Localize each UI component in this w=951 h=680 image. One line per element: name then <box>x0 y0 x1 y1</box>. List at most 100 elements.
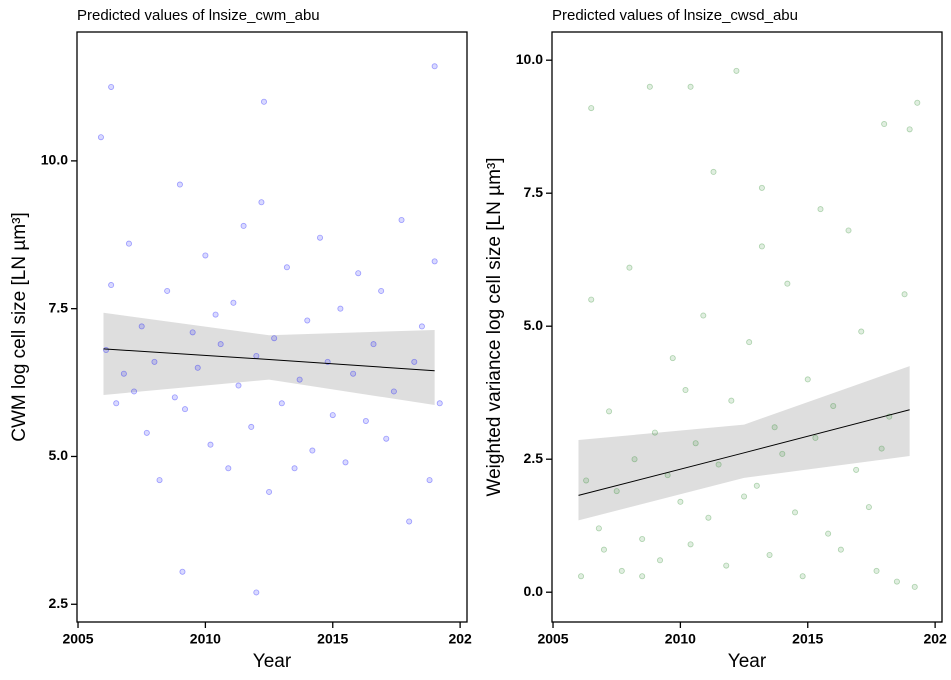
y-tick-label: 10.0 <box>516 51 543 67</box>
x-tick-label: 2005 <box>537 631 568 647</box>
panel-title: Predicted values of lnsize_cwm_abu <box>77 7 320 24</box>
data-point <box>260 98 267 105</box>
data-point <box>217 341 224 348</box>
data-point <box>865 504 872 511</box>
data-point <box>283 264 290 271</box>
data-point <box>588 105 595 112</box>
y-tick-label: 5.0 <box>524 317 544 333</box>
y-axis-label: CWM log cell size [LN µm³] <box>9 212 30 441</box>
data-point <box>97 134 104 141</box>
data-point <box>202 252 209 259</box>
data-point <box>329 412 336 419</box>
data-point <box>212 311 219 318</box>
data-point <box>176 181 183 188</box>
data-point <box>138 323 145 330</box>
data-point <box>878 445 885 452</box>
fit-line <box>103 348 435 372</box>
data-point <box>873 567 880 574</box>
data-point <box>715 461 722 468</box>
data-point <box>131 388 138 395</box>
data-point <box>651 429 658 436</box>
data-point <box>606 408 613 415</box>
data-point <box>766 551 773 558</box>
data-point <box>164 287 171 294</box>
data-point <box>253 352 260 359</box>
data-point <box>182 406 189 413</box>
data-point <box>758 243 765 250</box>
data-point <box>120 370 127 377</box>
data-point <box>207 441 214 448</box>
data-point <box>370 341 377 348</box>
data-point <box>817 206 824 213</box>
data-point <box>753 482 760 489</box>
x-tick-label: 2015 <box>317 631 348 647</box>
data-point <box>235 382 242 389</box>
data-point <box>700 312 707 319</box>
data-point <box>179 568 186 575</box>
data-point <box>911 583 918 590</box>
data-point <box>682 387 689 394</box>
data-point <box>804 376 811 383</box>
data-point <box>240 222 247 229</box>
data-point <box>156 477 163 484</box>
data-point <box>406 518 413 525</box>
x-tick-label: 2010 <box>190 631 221 647</box>
data-point <box>253 589 260 596</box>
data-point <box>383 435 390 442</box>
data-point <box>657 557 664 564</box>
data-point <box>342 459 349 466</box>
data-point <box>436 400 443 407</box>
data-point <box>362 417 369 424</box>
data-point <box>845 227 852 234</box>
data-point <box>291 465 298 472</box>
data-point <box>390 388 397 395</box>
data-point <box>588 296 595 303</box>
data-point <box>669 355 676 362</box>
data-point <box>692 440 699 447</box>
data-point <box>143 429 150 436</box>
data-point <box>799 573 806 580</box>
data-point <box>618 567 625 574</box>
data-point <box>230 299 237 306</box>
data-point <box>677 498 684 505</box>
data-point <box>901 291 908 298</box>
data-point <box>431 258 438 265</box>
data-point <box>687 83 694 90</box>
y-tick-label: 10.0 <box>41 152 68 168</box>
data-point <box>830 403 837 410</box>
data-point <box>741 493 748 500</box>
data-point <box>906 126 913 133</box>
data-point <box>639 573 646 580</box>
data-point <box>779 450 786 457</box>
data-point <box>705 514 712 521</box>
x-tick-label: 202 <box>448 631 472 647</box>
y-tick-label: 2.5 <box>49 595 69 611</box>
x-axis-label: Year <box>253 651 292 672</box>
data-point <box>350 370 357 377</box>
data-point <box>613 488 620 495</box>
data-point <box>631 456 638 463</box>
data-point <box>108 83 115 90</box>
data-point <box>337 305 344 312</box>
data-point <box>317 234 324 241</box>
data-point <box>626 264 633 271</box>
data-point <box>278 400 285 407</box>
y-axis-label: Weighted variance log cell size [LN µm³] <box>484 157 505 496</box>
data-point <box>304 317 311 324</box>
data-point <box>771 424 778 431</box>
data-point <box>194 364 201 371</box>
data-point <box>583 477 590 484</box>
data-point <box>355 270 362 277</box>
data-point <box>171 394 178 401</box>
data-point <box>746 339 753 346</box>
data-point <box>881 121 888 128</box>
data-point <box>108 282 115 289</box>
data-point <box>792 509 799 516</box>
data-point <box>378 287 385 294</box>
y-tick-label: 5.0 <box>49 447 69 463</box>
data-point <box>113 400 120 407</box>
data-point <box>426 477 433 484</box>
data-point <box>125 240 132 247</box>
y-tick-label: 0.0 <box>524 583 544 599</box>
data-point <box>418 323 425 330</box>
